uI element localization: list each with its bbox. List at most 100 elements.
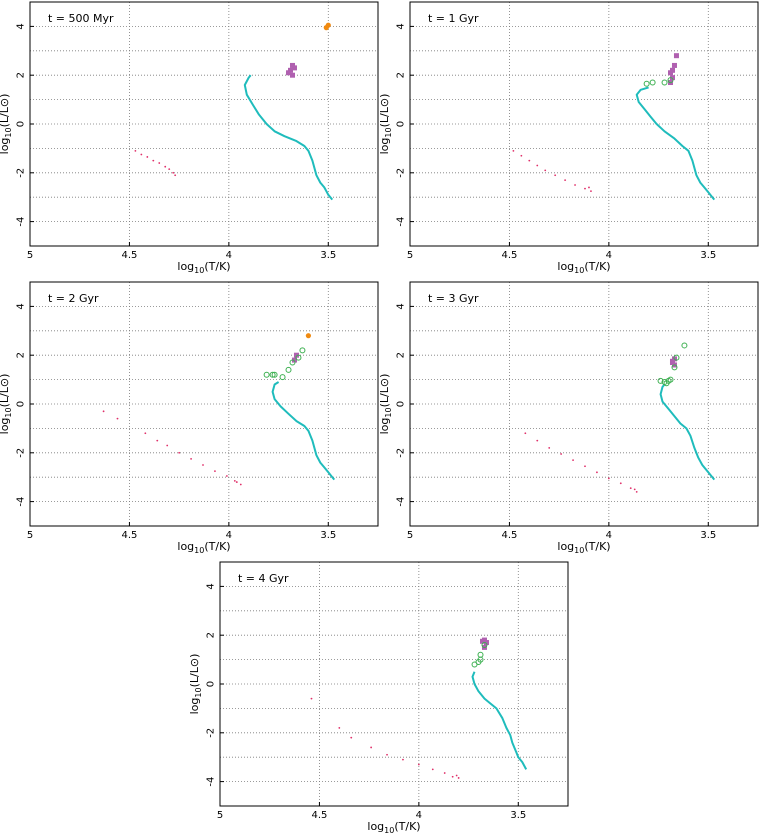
- y-tick-label: 4: [396, 303, 407, 309]
- giant-point: [671, 62, 677, 68]
- x-axis-title: log10(T/K): [367, 820, 420, 835]
- y-tick-label: 4: [16, 303, 27, 309]
- white-dwarf-point: [350, 736, 353, 739]
- panel-title: t = 2 Gyr: [48, 292, 99, 305]
- x-tick-label: 5: [27, 530, 33, 541]
- white-dwarf-point: [140, 153, 143, 156]
- bright-point: [305, 333, 311, 339]
- x-tick-label: 3.5: [510, 810, 526, 821]
- y-tick-label: -2: [396, 168, 407, 178]
- open-point: [481, 641, 488, 648]
- x-axis-title: log10(T/K): [177, 540, 230, 555]
- y-tick-label: 4: [206, 583, 217, 589]
- white-dwarf-point: [564, 179, 567, 182]
- white-dwarf-point: [168, 168, 171, 171]
- white-dwarf-point: [619, 482, 622, 485]
- giant-point: [286, 70, 292, 76]
- white-dwarf-point: [536, 164, 539, 167]
- y-tick-label: 2: [396, 72, 407, 78]
- ms-track-line: [271, 381, 336, 481]
- white-dwarf-point: [338, 727, 341, 729]
- series-open: [263, 347, 306, 381]
- open-point: [681, 342, 688, 349]
- white-dwarf-point: [455, 774, 458, 777]
- giant-point: [669, 75, 675, 81]
- white-dwarf-point: [590, 190, 592, 193]
- white-dwarf-point: [164, 165, 167, 168]
- open-point: [667, 77, 674, 84]
- series-ms_track: [271, 381, 336, 481]
- white-dwarf-point: [451, 775, 454, 778]
- white-dwarf-point: [596, 471, 598, 474]
- y-tick-label: 2: [206, 632, 217, 638]
- x-tick-label: 4: [226, 530, 232, 541]
- x-tick-label: 5: [27, 250, 33, 261]
- bright-point: [325, 22, 331, 28]
- white-dwarf-point: [536, 439, 539, 442]
- open-point: [295, 354, 302, 361]
- y-tick-label: 2: [396, 352, 407, 358]
- white-dwarf-point: [146, 156, 149, 158]
- open-point: [661, 79, 668, 86]
- white-dwarf-point: [152, 159, 155, 162]
- y-tick-label: 2: [16, 352, 27, 358]
- white-dwarf-point: [158, 162, 161, 164]
- open-point: [643, 80, 650, 87]
- y-tick-label: -2: [16, 168, 27, 178]
- y-tick-label: -2: [396, 448, 407, 458]
- series-white_dwarfs: [310, 697, 460, 779]
- white-dwarf-point: [178, 451, 181, 454]
- y-tick-label: -4: [396, 217, 407, 227]
- series-white_dwarfs: [524, 432, 638, 493]
- white-dwarf-point: [102, 410, 105, 413]
- y-tick-label: -4: [206, 777, 217, 787]
- white-dwarf-point: [629, 487, 632, 490]
- white-dwarf-point: [370, 746, 373, 749]
- giant-point: [669, 67, 675, 73]
- ms-track-line: [659, 383, 716, 481]
- x-axis-title: log10(T/K): [557, 260, 610, 275]
- open-point: [667, 376, 674, 383]
- y-tick-label: -4: [16, 217, 27, 227]
- giant-point: [673, 53, 679, 59]
- white-dwarf-point: [572, 459, 574, 462]
- giant-point: [293, 352, 299, 358]
- y-axis-title: log10(L/L⊙): [0, 374, 13, 435]
- series-ms_track: [243, 74, 334, 201]
- white-dwarf-point: [524, 432, 527, 435]
- white-dwarf-point: [607, 477, 610, 480]
- series-ms_track: [659, 383, 716, 481]
- white-dwarf-point: [560, 453, 563, 455]
- x-tick-label: 4.5: [121, 250, 137, 261]
- white-dwarf-point: [225, 475, 228, 477]
- open-point: [289, 359, 296, 366]
- series-white_dwarfs: [512, 149, 592, 193]
- open-point: [649, 79, 656, 86]
- y-tick-label: 0: [16, 401, 27, 407]
- open-point: [671, 364, 678, 371]
- y-axis-title: log10(L/L⊙): [378, 374, 393, 435]
- open-point: [285, 366, 292, 373]
- ms-track-line: [243, 74, 334, 201]
- white-dwarf-point: [574, 184, 576, 186]
- open-point: [657, 377, 664, 384]
- white-dwarf-point: [172, 171, 175, 174]
- y-axis-title: log10(L/L⊙): [378, 94, 393, 155]
- white-dwarf-point: [233, 479, 236, 482]
- y-tick-label: -4: [396, 497, 407, 507]
- white-dwarf-point: [144, 432, 147, 435]
- x-tick-label: 3.5: [320, 530, 336, 541]
- ms-track-line: [635, 86, 716, 201]
- white-dwarf-point: [116, 417, 119, 420]
- white-dwarf-point: [417, 763, 420, 766]
- white-dwarf-point: [584, 465, 586, 468]
- x-tick-label: 4: [606, 250, 612, 261]
- series-ms_track: [635, 86, 716, 201]
- series-open: [643, 77, 674, 87]
- white-dwarf-point: [443, 772, 446, 774]
- white-dwarf-point: [588, 186, 590, 189]
- series-giants: [479, 637, 489, 650]
